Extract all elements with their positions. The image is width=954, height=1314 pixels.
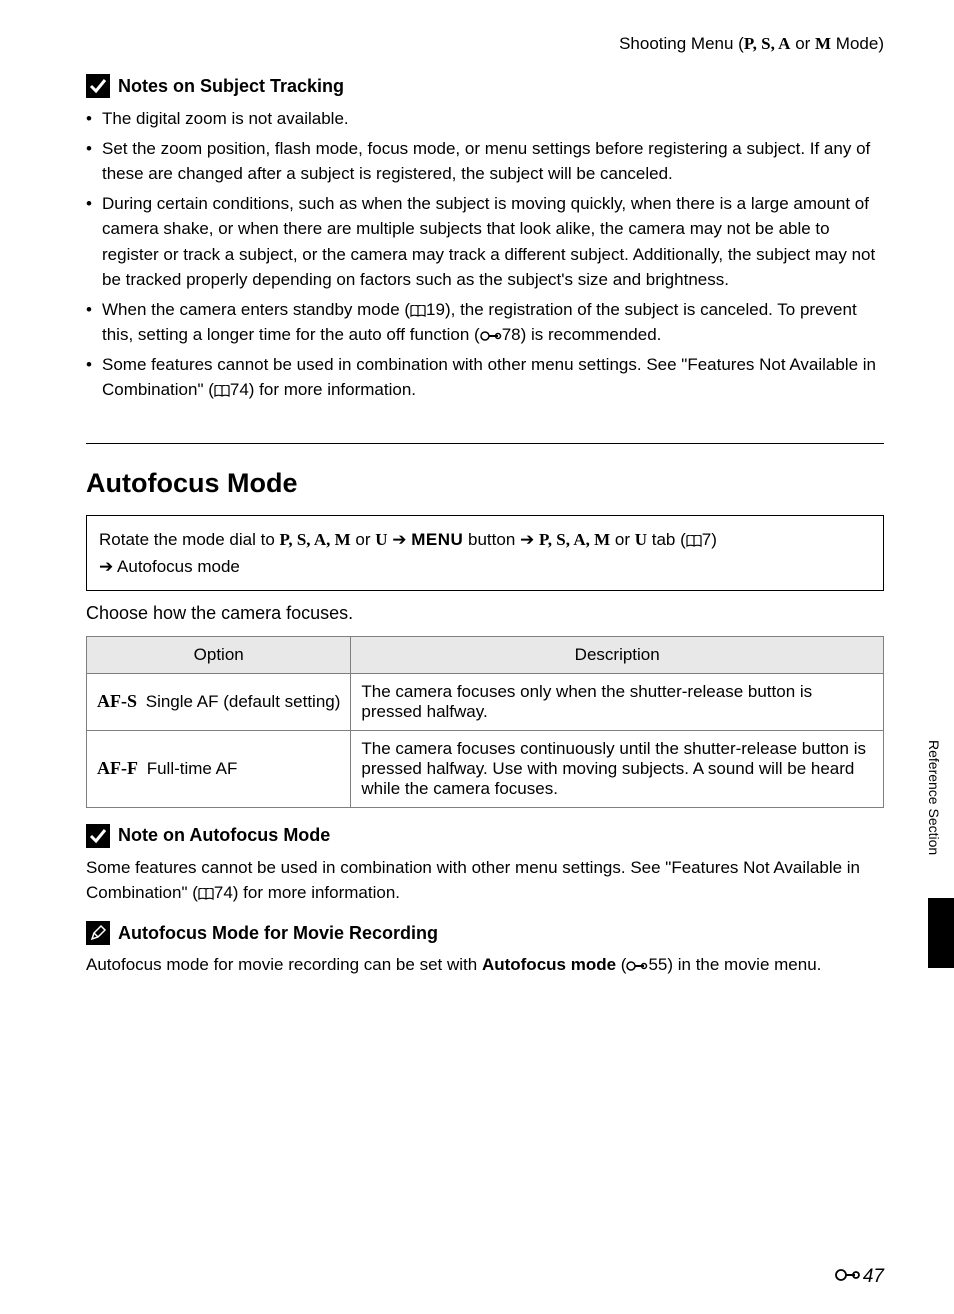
header-suffix: Mode) bbox=[831, 34, 884, 53]
book-icon bbox=[198, 888, 214, 900]
navigation-box: Rotate the mode dial to P, S, A, M or U … bbox=[86, 515, 884, 591]
arrow-icon: ➔ bbox=[388, 530, 412, 549]
check-icon bbox=[86, 74, 110, 98]
note-movie-body: Autofocus mode for movie recording can b… bbox=[86, 953, 884, 978]
body-text: ) in the movie menu. bbox=[667, 955, 821, 974]
ref-num: 74 bbox=[230, 380, 249, 399]
notes-subject-tracking: Notes on Subject Tracking The digital zo… bbox=[86, 74, 884, 403]
menu-button-label: MENU bbox=[411, 530, 463, 549]
arrow-icon: ➔ bbox=[99, 557, 117, 576]
bullet-text: When the camera enters standby mode ( bbox=[102, 300, 410, 319]
bullet-item: The digital zoom is not available. bbox=[86, 106, 884, 132]
section-divider bbox=[86, 443, 884, 444]
option-desc: The camera focuses continuously until th… bbox=[351, 730, 884, 807]
option-code: AF-F bbox=[97, 758, 138, 779]
ref-num: 7 bbox=[702, 530, 711, 549]
page-number: 47 bbox=[835, 1266, 884, 1288]
option-name: Single AF (default setting) bbox=[146, 692, 341, 712]
nav-text: tab ( bbox=[647, 530, 686, 549]
nav-u: U bbox=[635, 530, 647, 549]
notes-tracking-title: Notes on Subject Tracking bbox=[118, 76, 344, 97]
nav-text: Rotate the mode dial to bbox=[99, 530, 280, 549]
header-or: or bbox=[790, 34, 815, 53]
note-movie-title: Autofocus Mode for Movie Recording bbox=[118, 923, 438, 944]
col-option: Option bbox=[87, 636, 351, 673]
check-icon bbox=[86, 824, 110, 848]
bullet-item: During certain conditions, such as when … bbox=[86, 191, 884, 293]
bullet-item: When the camera enters standby mode ( 19)… bbox=[86, 297, 884, 348]
book-icon bbox=[214, 385, 230, 397]
note-movie-recording: Autofocus Mode for Movie Recording Autof… bbox=[86, 921, 884, 978]
body-text: ) for more information. bbox=[233, 883, 400, 902]
body-text: ( bbox=[616, 955, 626, 974]
nav-u: U bbox=[375, 530, 387, 549]
nav-modes: P, S, A, M bbox=[539, 530, 610, 549]
ref-num: 19 bbox=[426, 300, 445, 319]
header-text: Shooting Menu ( bbox=[619, 34, 744, 53]
side-section-label: Reference Section bbox=[926, 740, 942, 855]
page-number-text: 47 bbox=[863, 1266, 884, 1288]
ref-num: 78 bbox=[502, 325, 521, 344]
option-name: Full-time AF bbox=[147, 759, 238, 779]
col-description: Description bbox=[351, 636, 884, 673]
nav-modes: P, S, A, M bbox=[280, 530, 351, 549]
nav-text: or bbox=[610, 530, 635, 549]
key-icon bbox=[835, 1266, 861, 1288]
bullet-item: Set the zoom position, flash mode, focus… bbox=[86, 136, 884, 187]
page-header: Shooting Menu (P, S, A or M Mode) bbox=[86, 34, 884, 54]
book-icon bbox=[686, 535, 702, 547]
header-modes: P, S, A bbox=[744, 34, 791, 53]
note-af-body: Some features cannot be used in combinat… bbox=[86, 856, 884, 905]
option-desc: The camera focuses only when the shutter… bbox=[351, 673, 884, 730]
bullet-text: ) is recommended. bbox=[521, 325, 662, 344]
side-tab-marker bbox=[928, 898, 954, 968]
pencil-icon bbox=[86, 921, 110, 945]
book-icon bbox=[410, 305, 426, 317]
ref-num: 74 bbox=[214, 883, 233, 902]
key-icon bbox=[480, 325, 502, 344]
bullet-text: ) for more information. bbox=[249, 380, 416, 399]
table-row: AF-F Full-time AF The camera focuses con… bbox=[87, 730, 884, 807]
body-bold: Autofocus mode bbox=[482, 955, 616, 974]
key-icon bbox=[626, 955, 648, 974]
table-row: AF-S Single AF (default setting) The cam… bbox=[87, 673, 884, 730]
arrow-icon: ➔ bbox=[520, 530, 539, 549]
nav-text: ) bbox=[711, 530, 717, 549]
bullet-item: Some features cannot be used in combinat… bbox=[86, 352, 884, 403]
nav-text: button bbox=[463, 530, 520, 549]
intro-text: Choose how the camera focuses. bbox=[86, 603, 884, 624]
autofocus-mode-title: Autofocus Mode bbox=[86, 468, 884, 499]
option-code: AF-S bbox=[97, 691, 137, 712]
note-af-title: Note on Autofocus Mode bbox=[118, 825, 330, 846]
nav-text: Autofocus mode bbox=[117, 557, 240, 576]
options-table: Option Description AF-S Single AF (defau… bbox=[86, 636, 884, 808]
body-text: Autofocus mode for movie recording can b… bbox=[86, 955, 482, 974]
header-lastmode: M bbox=[815, 34, 831, 53]
ref-num: 55 bbox=[648, 955, 667, 974]
note-autofocus-mode: Note on Autofocus Mode Some features can… bbox=[86, 824, 884, 905]
nav-text: or bbox=[351, 530, 376, 549]
